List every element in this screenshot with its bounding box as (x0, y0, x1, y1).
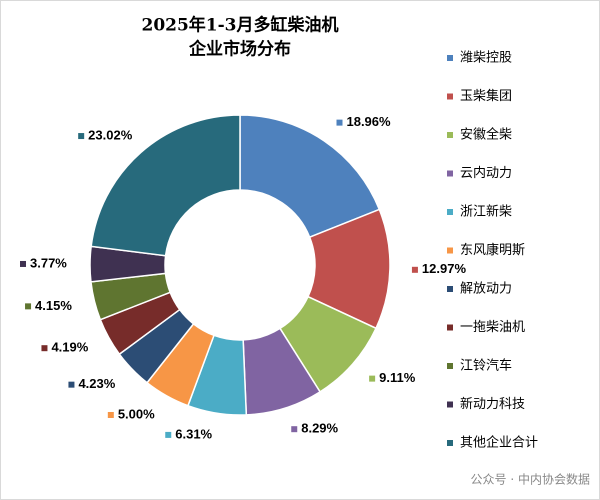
data-label: 18.96% (346, 114, 391, 129)
legend-swatch (447, 247, 453, 254)
data-label: 4.23% (78, 376, 115, 391)
legend-label: 解放动力 (460, 282, 512, 297)
data-label: 8.29% (301, 421, 338, 436)
label-marker (107, 411, 114, 418)
legend-swatch (447, 93, 453, 100)
label-marker (20, 260, 27, 267)
data-label: 4.19% (51, 340, 88, 355)
data-label: 4.15% (35, 298, 72, 313)
data-label: 23.02% (88, 127, 133, 142)
legend-swatch (447, 363, 453, 369)
label-marker (41, 345, 48, 352)
legend-label: 浙江新柴 (460, 204, 512, 220)
legend-swatch (447, 324, 453, 331)
watermark: 公众号 · 中内协会数据 (471, 472, 590, 487)
legend-label: 安徽全柴 (460, 127, 512, 143)
data-label: 5.00% (118, 406, 155, 421)
donut-segment (239, 114, 381, 239)
label-marker (336, 119, 343, 126)
data-label: 6.31% (175, 426, 212, 441)
legend-label: 新动力科技 (460, 396, 525, 412)
label-marker (369, 375, 376, 382)
legend-swatch (447, 440, 453, 446)
legend-swatch (447, 132, 453, 138)
data-label: 9.11% (379, 370, 416, 385)
legend-swatch (447, 170, 453, 177)
legend-label: 其他企业合计 (460, 435, 538, 451)
data-label: 3.77% (30, 255, 67, 270)
label-marker (411, 266, 418, 273)
legend-swatch (447, 286, 453, 292)
legend-swatch (447, 401, 453, 408)
label-marker (291, 426, 298, 433)
legend-label: 云内动力 (460, 165, 512, 181)
label-marker (78, 133, 85, 140)
legend-swatch (447, 209, 453, 215)
legend-label: 江铃汽车 (460, 358, 512, 374)
label-marker (165, 431, 172, 438)
legend-label: 一拖柴油机 (460, 320, 525, 335)
donut-segment (90, 114, 241, 257)
legend-label: 玉柴集团 (460, 88, 512, 104)
label-marker (68, 381, 75, 388)
legend-label: 东风康明斯 (460, 242, 525, 258)
legend-swatch (447, 55, 453, 61)
data-label: 12.97% (422, 261, 467, 276)
label-marker (25, 303, 32, 310)
chart-title: 2025年1-3月多缸柴油机 (141, 15, 338, 36)
chart-title: 企业市场分布 (188, 39, 291, 60)
legend-label: 潍柴控股 (460, 51, 512, 66)
